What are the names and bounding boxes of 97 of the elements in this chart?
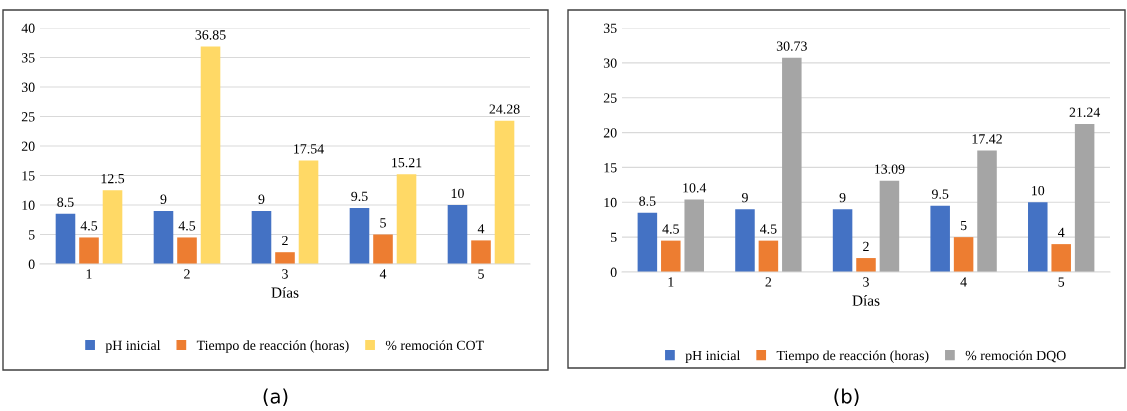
bar xyxy=(55,213,76,264)
bar xyxy=(856,258,876,272)
data-label: 21.24 xyxy=(1069,107,1101,117)
data-label: 13.09 xyxy=(875,164,905,174)
bar xyxy=(251,210,272,264)
bar xyxy=(782,57,802,272)
data-label: 10 xyxy=(1032,185,1045,196)
data-label: 17.54 xyxy=(294,144,324,154)
bar xyxy=(349,207,370,264)
data-label: 12.5 xyxy=(101,173,125,184)
data-label: 9 xyxy=(839,192,846,203)
x-tick-label: 4 xyxy=(379,269,387,279)
data-label: 9.5 xyxy=(351,191,368,202)
y-tick-label: 15 xyxy=(22,171,35,181)
y-tick-label: 5 xyxy=(29,230,35,240)
bar xyxy=(879,180,900,272)
y-tick-label: 20 xyxy=(603,128,617,138)
x-tick-label: 3 xyxy=(282,269,288,279)
y-tick-label: 35 xyxy=(603,23,617,33)
data-label: 2 xyxy=(863,241,869,251)
legend-label: % remoción COT xyxy=(385,340,484,351)
bar xyxy=(447,205,468,264)
y-tick-label: 40 xyxy=(21,23,35,33)
y-tick-label: 15 xyxy=(604,163,617,173)
x-tick-label: 3 xyxy=(863,277,869,287)
data-label: 5 xyxy=(380,218,386,228)
x-tick-label: 5 xyxy=(1058,277,1065,287)
bar xyxy=(153,210,174,264)
data-label: 5 xyxy=(960,220,967,231)
data-label: 8.5 xyxy=(639,196,656,206)
data-label: 17.42 xyxy=(972,134,1002,144)
bar xyxy=(1074,123,1095,272)
bar xyxy=(177,237,197,264)
legend-label: Tiempo de reacción (horas) xyxy=(776,350,929,363)
x-tick-label: 2 xyxy=(765,277,772,287)
text: (a) xyxy=(263,388,288,406)
bar xyxy=(637,212,658,272)
data-label: 2 xyxy=(282,235,288,246)
bar xyxy=(661,240,681,272)
bar xyxy=(494,120,515,264)
bar xyxy=(275,252,295,264)
x-axis-title: Días xyxy=(852,294,880,306)
y-tick-label: 0 xyxy=(610,267,617,277)
y-tick-label: 10 xyxy=(604,197,617,208)
bar xyxy=(396,174,417,264)
bar xyxy=(1028,202,1048,272)
y-tick-label: 20 xyxy=(21,141,35,151)
data-label: 24.28 xyxy=(489,104,520,114)
bar xyxy=(735,209,755,272)
y-tick-label: 25 xyxy=(603,93,617,103)
text: (b) xyxy=(834,388,859,406)
data-label: 9 xyxy=(258,194,265,204)
bar xyxy=(684,199,704,272)
data-label: 9 xyxy=(160,194,167,204)
bar xyxy=(471,240,491,264)
y-tick-label: 0 xyxy=(28,259,35,269)
data-label: 4.5 xyxy=(759,224,777,234)
y-tick-label: 30 xyxy=(21,82,35,92)
x-axis-title: Días xyxy=(271,286,299,298)
data-label: 4 xyxy=(477,224,485,234)
data-label: 9 xyxy=(741,192,748,203)
y-tick-label: 25 xyxy=(21,112,35,122)
data-label: 15.21 xyxy=(392,157,422,168)
bar xyxy=(200,46,221,264)
legend-label: pH inicial xyxy=(685,350,741,363)
y-tick-label: 10 xyxy=(22,200,35,210)
data-label: 8.5 xyxy=(57,197,74,207)
bar xyxy=(79,237,99,264)
bar xyxy=(373,234,393,264)
x-tick-label: 1 xyxy=(668,277,674,287)
x-tick-label: 5 xyxy=(478,269,484,279)
data-label: 4.5 xyxy=(178,221,196,231)
bar xyxy=(832,209,853,272)
y-tick-label: 5 xyxy=(611,232,617,243)
legend-label: % remoción DQO xyxy=(965,350,1066,363)
data-label: 4.5 xyxy=(662,224,679,234)
y-tick-label: 30 xyxy=(603,58,617,68)
legend-label: pH inicial xyxy=(105,340,161,353)
bar xyxy=(977,150,997,272)
bar xyxy=(758,240,779,272)
data-label: 30.73 xyxy=(776,41,807,51)
data-label: 4.5 xyxy=(80,221,98,231)
bar xyxy=(102,190,123,264)
data-label: 9.5 xyxy=(931,189,949,199)
bar xyxy=(1051,244,1071,272)
y-tick-label: 35 xyxy=(21,53,35,63)
legend-label: Tiempo de reacción (horas) xyxy=(196,340,349,353)
x-tick-label: 1 xyxy=(86,269,92,279)
data-label: 4 xyxy=(1058,227,1065,237)
x-tick-label: 2 xyxy=(184,269,190,279)
bar xyxy=(298,160,319,264)
bar xyxy=(953,237,974,272)
x-tick-label: 4 xyxy=(960,277,967,287)
data-label: 10 xyxy=(451,188,464,199)
bar xyxy=(930,205,950,272)
data-label: 10.4 xyxy=(683,183,707,193)
data-label: 36.85 xyxy=(195,30,226,40)
